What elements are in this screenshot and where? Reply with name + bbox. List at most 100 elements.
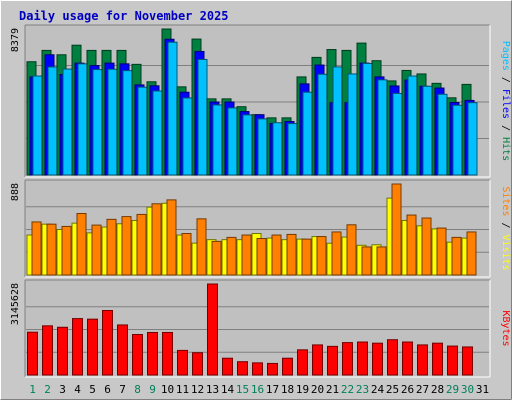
- x-tick-label-day-29: 29: [446, 383, 459, 396]
- bar-kbytes-day-19: [297, 349, 308, 376]
- bar-sites-day-18: [286, 233, 297, 276]
- x-tick-label-day-8: 8: [134, 383, 141, 396]
- bar-kbytes-day-14: [222, 357, 233, 376]
- bar-sites-day-26: [406, 214, 417, 276]
- bar-pages-day-30: [467, 102, 478, 176]
- bar-sites-day-24: [376, 246, 387, 276]
- bar-sites-day-14: [226, 236, 237, 276]
- bar-kbytes-day-20: [312, 344, 323, 376]
- x-tick-label-day-30: 30: [461, 383, 474, 396]
- x-tick-label-day-21: 21: [326, 383, 339, 396]
- bar-kbytes-day-7: [117, 324, 128, 376]
- bar-sites-day-2: [46, 223, 57, 276]
- bar-sites-day-1: [31, 221, 42, 276]
- bar-pages-day-8: [137, 86, 148, 176]
- bar-kbytes-day-17: [267, 362, 278, 376]
- bar-pages-day-7: [122, 70, 133, 176]
- bar-pages-day-2: [47, 66, 58, 176]
- x-tick-label-day-20: 20: [311, 383, 324, 396]
- bar-kbytes-day-13: [207, 283, 218, 376]
- x-tick-label-day-19: 19: [296, 383, 309, 396]
- bar-kbytes-day-15: [237, 361, 248, 376]
- bar-sites-day-28: [436, 227, 447, 276]
- panel-hits: 8379 Pages / Files / Hits: [10, 24, 511, 178]
- bar-pages-day-19: [302, 91, 313, 176]
- bar-sites-day-20: [316, 236, 327, 276]
- bar-pages-day-29: [452, 104, 463, 176]
- bar-kbytes-day-16: [252, 362, 263, 376]
- panel-visits-series-label: Sites / Visits: [500, 186, 511, 270]
- x-tick-label-day-27: 27: [416, 383, 429, 396]
- bar-sites-day-6: [106, 218, 117, 276]
- bar-pages-day-12: [197, 58, 208, 176]
- series-label-visits: Visits: [500, 235, 511, 271]
- bar-sites-day-16: [256, 238, 267, 276]
- x-tick-label-day-17: 17: [266, 383, 279, 396]
- bar-sites-day-21: [331, 231, 342, 276]
- x-tick-label-day-25: 25: [386, 383, 399, 396]
- bar-kbytes-day-26: [402, 341, 413, 376]
- series-label-files: Files: [500, 89, 511, 119]
- x-tick-label-day-23: 23: [356, 383, 369, 396]
- bar-pages-day-11: [182, 97, 193, 176]
- bar-pages-day-5: [92, 69, 103, 176]
- bar-kbytes-day-23: [357, 341, 368, 376]
- bar-pages-day-4: [77, 63, 88, 176]
- bar-sites-day-19: [301, 238, 312, 276]
- series-label-sites: Sites: [500, 186, 511, 216]
- x-tick-label-day-12: 12: [191, 383, 204, 396]
- bar-kbytes-day-2: [42, 325, 53, 376]
- chart-title: Daily usage for November 2025: [19, 9, 229, 23]
- bar-sites-day-8: [136, 213, 147, 276]
- x-axis-day-labels: 1 2 3 4 5 6 7 8 9 10 11 12 13 14 15 16 17 18 19 20 21 22 23 24 2…: [29, 383, 489, 396]
- bar-kbytes-day-10: [162, 331, 173, 376]
- bar-pages-day-16: [257, 118, 268, 176]
- bar-kbytes-day-29: [447, 345, 458, 376]
- bar-kbytes-day-18: [282, 357, 293, 376]
- panel-hits-series-label: Pages / Files / Hits: [500, 41, 511, 161]
- x-tick-label-day-9: 9: [149, 383, 156, 396]
- bar-pages-day-15: [242, 114, 253, 176]
- bar-pages-day-10: [167, 41, 178, 176]
- bar-pages-day-6: [107, 68, 118, 176]
- bar-pages-day-24: [377, 79, 388, 176]
- series-label-hits: Hits: [500, 137, 511, 161]
- bar-sites-day-15: [241, 234, 252, 276]
- bar-pages-day-20: [317, 73, 328, 176]
- x-tick-label-day-1: 1: [29, 383, 36, 396]
- x-tick-label-day-16: 16: [251, 383, 264, 396]
- bar-pages-day-28: [437, 93, 448, 176]
- x-tick-label-day-28: 28: [431, 383, 444, 396]
- bar-kbytes-day-6: [102, 309, 113, 376]
- bar-sites-day-5: [91, 224, 102, 276]
- series-label-separator: /: [500, 119, 511, 137]
- x-tick-label-day-26: 26: [401, 383, 414, 396]
- bar-pages-day-17: [272, 122, 283, 176]
- bar-kbytes-day-1: [27, 331, 38, 376]
- x-tick-label-day-2: 2: [44, 383, 51, 396]
- bar-pages-day-22: [347, 73, 358, 176]
- x-tick-label-day-7: 7: [119, 383, 126, 396]
- bar-pages-day-23: [362, 62, 373, 176]
- chart-panels: 8379 Pages / Files / Hits 888 Sites / Visit…: [10, 24, 511, 378]
- bar-kbytes-day-3: [57, 326, 68, 376]
- x-tick-label-day-10: 10: [161, 383, 174, 396]
- bar-kbytes-day-4: [72, 318, 83, 376]
- bar-sites-day-3: [61, 225, 72, 276]
- bar-kbytes-day-21: [327, 345, 338, 376]
- bar-pages-day-18: [287, 123, 298, 176]
- bar-pages-day-1: [32, 75, 43, 176]
- series-label-pages: Pages: [500, 41, 511, 71]
- bar-sites-day-13: [211, 240, 222, 276]
- panel-kbytes-ymax-label: 3145628: [10, 283, 21, 325]
- bar-sites-day-27: [421, 217, 432, 276]
- bar-pages-day-21: [332, 66, 343, 176]
- bar-pages-day-3: [62, 68, 73, 176]
- x-tick-label-day-31: 31: [476, 383, 489, 396]
- bar-sites-day-11: [181, 233, 192, 276]
- bar-sites-day-7: [121, 216, 132, 276]
- bar-sites-day-30: [466, 231, 477, 276]
- bar-kbytes-day-27: [417, 344, 428, 376]
